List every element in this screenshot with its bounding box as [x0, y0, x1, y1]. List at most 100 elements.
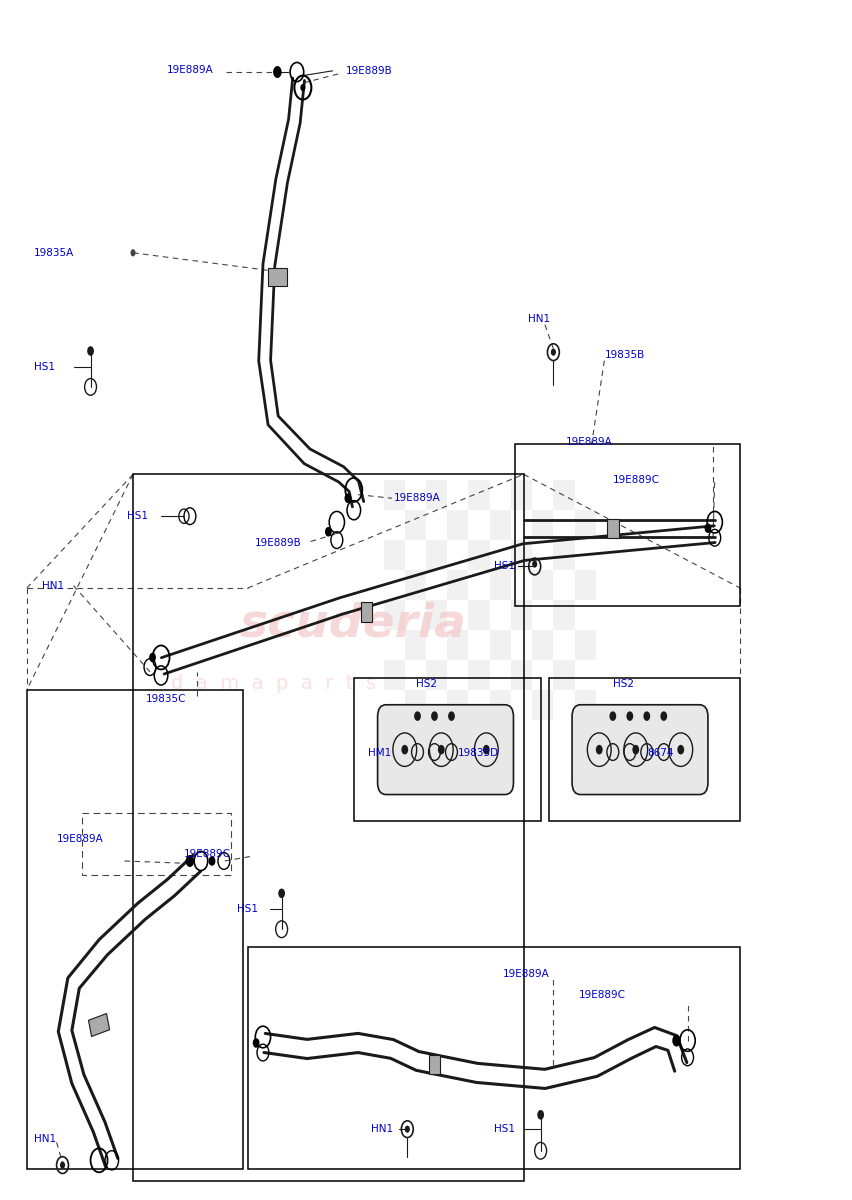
Circle shape [87, 346, 94, 355]
Text: 19E889C: 19E889C [613, 475, 659, 485]
Circle shape [279, 888, 285, 898]
Bar [133, 474, 524, 1181]
Text: HS1: HS1 [34, 361, 55, 372]
Text: 19E889C: 19E889C [184, 848, 231, 859]
Text: HS1: HS1 [127, 511, 148, 521]
Bar [532, 510, 554, 540]
Text: HN1: HN1 [371, 1124, 393, 1134]
Bar [554, 540, 574, 570]
Text: HN1: HN1 [528, 313, 550, 324]
Bar [469, 660, 490, 690]
Bar [405, 510, 426, 540]
Circle shape [60, 1162, 65, 1169]
Circle shape [677, 745, 684, 755]
Circle shape [149, 653, 156, 662]
Circle shape [632, 745, 639, 755]
Circle shape [431, 712, 438, 721]
Text: HS1: HS1 [494, 1124, 515, 1134]
Text: HS2: HS2 [416, 679, 437, 689]
Bar [511, 600, 532, 630]
Text: 19835B: 19835B [604, 349, 645, 360]
Circle shape [551, 348, 556, 355]
Bar [490, 570, 511, 600]
Bar [490, 510, 511, 540]
Circle shape [325, 527, 331, 536]
Text: d  a  m  a  p  a  r  t  s: d a m a p a r t s [171, 674, 377, 694]
Bar [268, 268, 287, 286]
Circle shape [186, 856, 194, 866]
Circle shape [253, 1038, 260, 1048]
Bar [574, 690, 596, 720]
Bar [511, 540, 532, 570]
Text: 19E889A: 19E889A [167, 65, 214, 74]
Text: 19E889B: 19E889B [345, 66, 392, 76]
Text: 19835A: 19835A [34, 248, 74, 258]
Bar [532, 690, 554, 720]
Bar [574, 630, 596, 660]
Circle shape [300, 84, 305, 91]
Bar [429, 1055, 440, 1074]
Bar [532, 570, 554, 600]
Bar [426, 660, 447, 690]
Text: 19E889A: 19E889A [566, 437, 613, 446]
Bar [607, 518, 619, 538]
Bar [426, 540, 447, 570]
Circle shape [626, 712, 633, 721]
Bar [554, 480, 574, 510]
Bar [354, 678, 541, 822]
Bar [550, 678, 740, 822]
Circle shape [643, 712, 650, 721]
Circle shape [672, 1034, 681, 1046]
Bar [405, 630, 426, 660]
Bar [383, 660, 405, 690]
Bar [82, 814, 231, 875]
Text: 19E889C: 19E889C [579, 990, 626, 1000]
Bar [490, 630, 511, 660]
Circle shape [344, 493, 351, 503]
Bar [469, 540, 490, 570]
Circle shape [438, 745, 445, 755]
Text: HN1: HN1 [42, 581, 64, 590]
Text: HS1: HS1 [494, 562, 515, 571]
Bar [447, 690, 469, 720]
Bar [469, 480, 490, 510]
Bar [447, 510, 469, 540]
Bar [248, 947, 740, 1169]
Circle shape [705, 523, 711, 533]
Bar [511, 480, 532, 510]
Text: 8674: 8674 [647, 749, 673, 758]
Bar [383, 480, 405, 510]
Text: scuderia: scuderia [239, 601, 466, 647]
Circle shape [405, 1126, 410, 1133]
Circle shape [401, 745, 408, 755]
Circle shape [538, 1110, 544, 1120]
Circle shape [414, 712, 421, 721]
Text: 19E889A: 19E889A [503, 968, 550, 978]
Bar [360, 602, 372, 622]
Bar [426, 600, 447, 630]
Bar [426, 480, 447, 510]
Bar [554, 660, 574, 690]
Bar [469, 600, 490, 630]
Circle shape [130, 250, 135, 257]
Circle shape [273, 66, 282, 78]
Text: 19835C: 19835C [146, 695, 187, 704]
Text: HS2: HS2 [613, 679, 634, 689]
Circle shape [660, 712, 667, 721]
Text: 19E889A: 19E889A [394, 493, 440, 503]
Circle shape [483, 745, 490, 755]
Bar [532, 630, 554, 660]
Bar [447, 570, 469, 600]
FancyBboxPatch shape [377, 704, 514, 794]
Text: 19E889B: 19E889B [255, 538, 302, 547]
Bar [447, 630, 469, 660]
Circle shape [209, 857, 216, 865]
FancyBboxPatch shape [572, 704, 708, 794]
Bar [405, 570, 426, 600]
Bar [515, 444, 740, 606]
Text: 19E889A: 19E889A [56, 834, 103, 845]
Bar [511, 660, 532, 690]
Bar [405, 690, 426, 720]
Bar [27, 690, 244, 1169]
Text: HN1: HN1 [34, 1134, 55, 1144]
